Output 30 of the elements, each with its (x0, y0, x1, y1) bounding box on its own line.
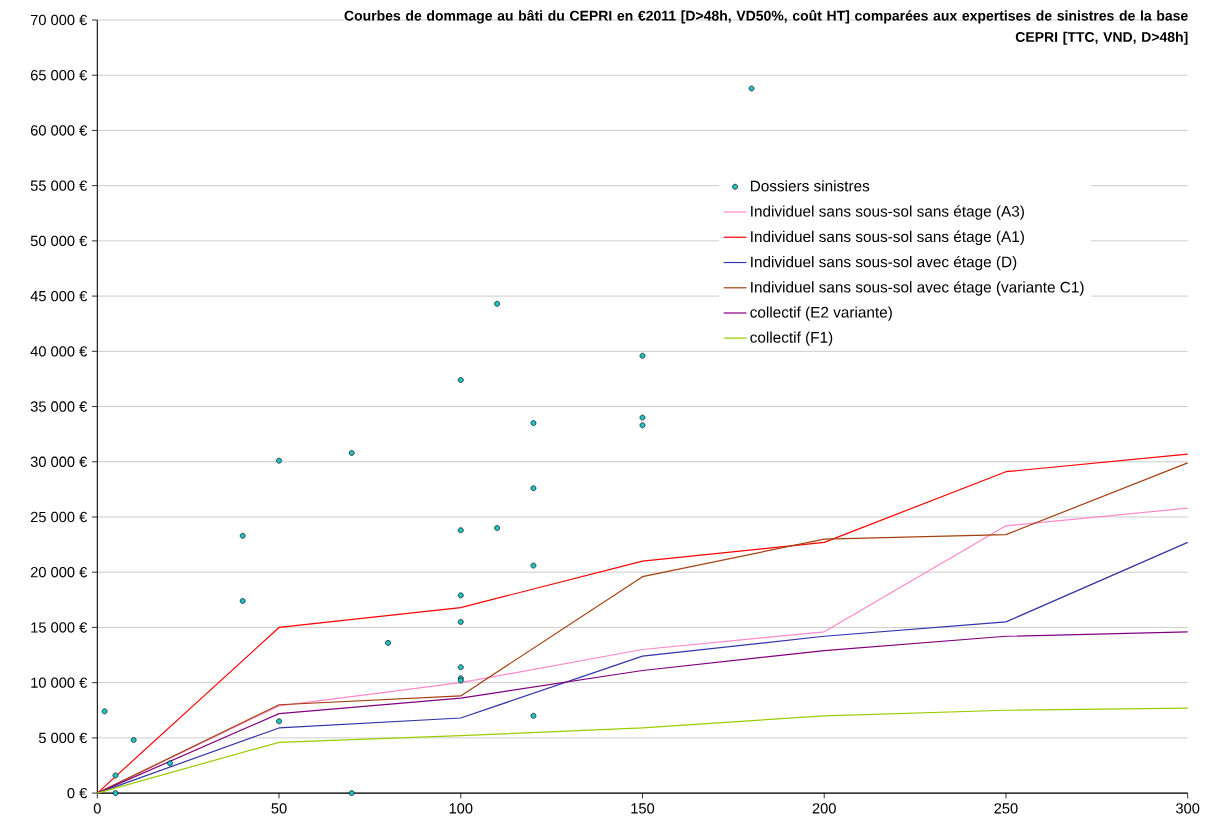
y-tick-label: 60 000 € (30, 125, 88, 136)
y-tick-label: 50 000 € (30, 235, 88, 246)
y-tick-label: 20 000 € (30, 566, 88, 578)
x-tick-label: 100 (449, 802, 473, 814)
legend-label: collectif (F1) (750, 331, 833, 346)
y-tick-label: 30 000 € (30, 456, 88, 467)
y-tick-label: 65 000 € (30, 69, 88, 81)
y-tick-label: 55 000 € (30, 180, 88, 191)
legend-label: Individuel sans sous-sol sans étage (A1) (751, 230, 1024, 245)
y-tick-label: 5 000 € (38, 732, 88, 743)
y-tick-label: 25 000 € (30, 511, 88, 522)
legend-label: Individuel sans sous-sol avec étage (D) (751, 255, 1017, 271)
x-tick-label: 250 (994, 802, 1018, 814)
y-tick-label: 40 000 € (30, 345, 88, 357)
x-tick-label: 150 (631, 802, 655, 814)
legend-label: Individuel sans sous-sol sans étage (A3) (751, 205, 1024, 220)
legend-label: collectif (E2 variante) (750, 306, 892, 321)
y-tick-label: 45 000 € (30, 290, 88, 302)
y-tick-label: 15 000 € (31, 622, 88, 633)
chart-title: Courbes de dommage au bâti du CEPRI en €2011 [D>48h, VD50%, coût HT] comparées aux expertises de sinistres de la base CEPRI [TTC, VND, D>48h] (344, 9, 1188, 45)
y-tick-label: 70 000 € (30, 14, 88, 25)
legend-label: Dossiers sinistres (750, 180, 870, 192)
y-tick-label: 35 000 € (30, 401, 88, 412)
y-tick-label: 10 000 € (31, 677, 88, 688)
x-tick-label: 200 (812, 802, 836, 814)
x-tick-label: 50 (271, 802, 287, 814)
y-tick-label: 0 € (67, 787, 88, 799)
x-tick-label: 0 (93, 802, 101, 814)
legend-label: Individuel sans sous-sol avec étage (variante C1) (751, 280, 1084, 296)
x-tick-label: 300 (1176, 802, 1200, 814)
